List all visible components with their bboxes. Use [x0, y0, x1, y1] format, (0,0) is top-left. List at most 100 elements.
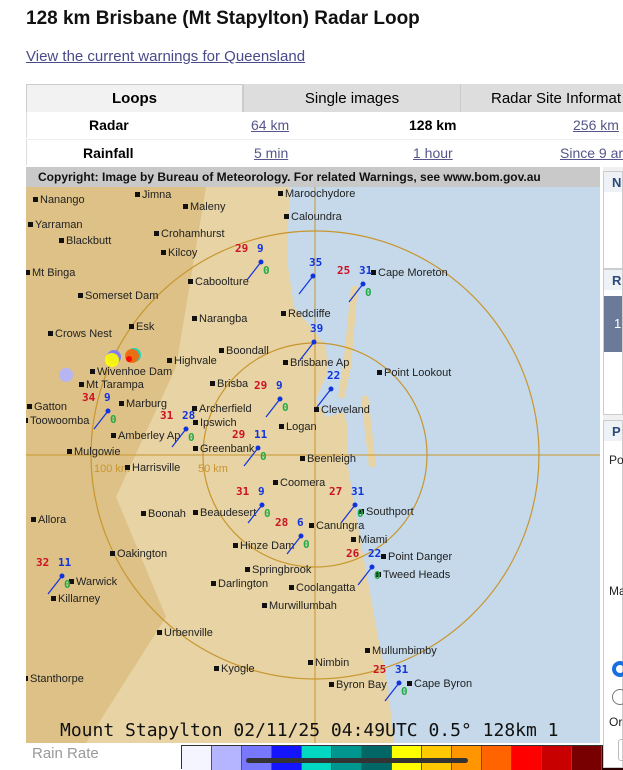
place-marker: [157, 630, 162, 635]
place-marker: [28, 222, 33, 227]
station-temp: 27: [329, 485, 342, 498]
rainfall-5min-link[interactable]: 5 min: [254, 145, 289, 161]
place-marker: [381, 554, 386, 559]
place-label: Toowoomba: [30, 415, 90, 427]
tab-radar-site-info[interactable]: Radar Site Informat: [460, 84, 623, 112]
place-label: Brisba: [217, 378, 249, 390]
place-marker: [273, 480, 278, 485]
wind-arrow-icon: [298, 275, 314, 295]
place-marker: [135, 192, 140, 197]
station-wind: 9: [104, 391, 111, 404]
place-marker: [376, 572, 381, 577]
side-box-1-header: N: [604, 172, 622, 192]
tab-loops[interactable]: Loops: [26, 84, 243, 112]
place-marker: [262, 603, 267, 608]
place-label: Amberley Ap: [118, 430, 180, 442]
place-label: Beenleigh: [307, 453, 356, 465]
station-wind: 11: [58, 556, 72, 569]
station-temp: 29: [254, 379, 267, 392]
place-marker: [51, 596, 56, 601]
place-label: Ipswich: [200, 417, 237, 429]
station-wind: 9: [257, 242, 264, 255]
radio-option[interactable]: [612, 689, 623, 705]
radio-selected[interactable]: [612, 661, 623, 677]
place-label: Mt Binga: [32, 267, 76, 279]
place-marker: [193, 510, 198, 515]
place-marker: [26, 270, 30, 275]
place-label: Somerset Dam: [85, 290, 158, 302]
radar-256km-link[interactable]: 256 km: [573, 117, 619, 133]
place-marker: [154, 231, 159, 236]
place-marker: [407, 681, 412, 686]
place-label: Crohamhurst: [161, 228, 225, 240]
place-marker: [33, 197, 38, 202]
sea: [288, 187, 600, 743]
place-marker: [26, 418, 28, 423]
station-temp: 25: [337, 264, 350, 277]
station-rain: 0: [264, 507, 271, 520]
station-wind: 6: [297, 516, 304, 529]
warnings-link[interactable]: View the current warnings for Queensland: [26, 48, 306, 65]
station-temp: 29: [235, 242, 248, 255]
place-marker: [193, 420, 198, 425]
place-label: Mulgowie: [74, 446, 120, 458]
wind-arrow-icon: [357, 566, 373, 586]
place-label: Hinze Dam: [240, 540, 294, 552]
place-marker: [192, 316, 197, 321]
place-marker: [289, 585, 294, 590]
place-label: Canungra: [316, 520, 365, 532]
place-label: Caboolture: [195, 276, 249, 288]
place-label: Kyogle: [221, 663, 255, 675]
side-label-3: Or: [609, 715, 623, 729]
rainfall-row: Rainfall 5 min 1 hour Since 9 ar: [26, 139, 623, 165]
place-marker: [284, 214, 289, 219]
loop-slider[interactable]: [246, 758, 468, 763]
rain-rate-swatch: [482, 746, 512, 770]
place-marker: [365, 648, 370, 653]
place-marker: [27, 404, 32, 409]
place-marker: [125, 465, 130, 470]
tab-bar: Loops Single images Radar Site Informat: [26, 84, 623, 112]
side-label-2: Ma: [609, 584, 623, 598]
place-label: Southport: [366, 506, 414, 518]
rainfall-since9am-link[interactable]: Since 9 ar: [560, 145, 623, 161]
rain-rate-swatch: [572, 746, 602, 770]
wind-arrow-icon: [243, 447, 259, 467]
place-label: Jimna: [142, 189, 172, 201]
tab-single-images[interactable]: Single images: [243, 84, 460, 112]
station-wind: 22: [327, 369, 340, 382]
place-marker: [219, 348, 224, 353]
place-marker: [245, 567, 250, 572]
place-marker: [329, 682, 334, 687]
terrain-ranges: [26, 187, 206, 743]
place-label: Kilcoy: [168, 247, 198, 259]
radar-map[interactable]: Copyright: Image by Bureau of Meteorolog…: [26, 167, 600, 743]
place-marker: [48, 331, 53, 336]
place-label: Murwillumbah: [269, 600, 337, 612]
place-label: Stanthorpe: [30, 673, 84, 685]
station-temp: 26: [346, 547, 360, 560]
place-label: Logan: [286, 421, 317, 433]
selected-item[interactable]: 1: [604, 296, 622, 352]
station-rain: 0: [263, 264, 270, 277]
place-marker: [188, 279, 193, 284]
place-marker: [59, 238, 64, 243]
place-label: Point Danger: [388, 551, 453, 563]
place-label: Crows Nest: [55, 328, 112, 340]
rainfall-1hour-link[interactable]: 1 hour: [413, 145, 453, 161]
station-rain: 0: [110, 413, 117, 426]
place-marker: [183, 204, 188, 209]
range-label: 100 km: [94, 463, 130, 475]
wind-arrow-icon: [384, 682, 400, 702]
place-label: Cape Byron: [414, 678, 472, 690]
rain-rate-legend: Rain Rate: [26, 743, 623, 770]
place-label: Cape Moreton: [378, 267, 448, 279]
radar-range-row: Radar 64 km 128 km 256 km: [26, 112, 623, 138]
radar-64km-link[interactable]: 64 km: [251, 117, 290, 133]
place-label: Coolangatta: [296, 582, 356, 594]
side-select[interactable]: [618, 739, 623, 761]
station-wind: 31: [395, 663, 409, 676]
place-marker: [309, 523, 314, 528]
wind-arrow-icon: [348, 283, 364, 303]
station-rain: 0: [365, 286, 372, 299]
